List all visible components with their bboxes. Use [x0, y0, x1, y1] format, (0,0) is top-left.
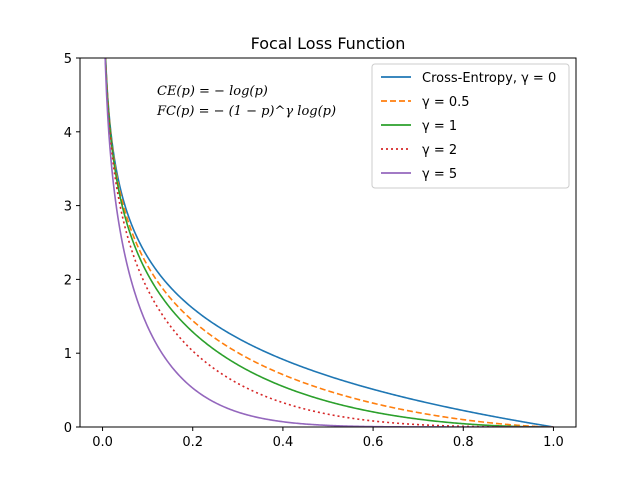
y-tick-label: 2: [64, 273, 72, 288]
annotation-ce: CE(p) = − log(p): [157, 84, 268, 99]
plot-area: CE(p) = − log(p) FC(p) = − (1 − p)^γ log…: [79, 57, 577, 428]
y-tick-label: 5: [64, 52, 72, 67]
y-tick-label: 0: [64, 421, 72, 436]
chart-title: Focal Loss Function: [251, 34, 406, 53]
annotations: CE(p) = − log(p) FC(p) = − (1 − p)^γ log…: [156, 84, 336, 119]
series-line-4: [104, 58, 554, 427]
legend-label-2: γ = 1: [422, 119, 457, 134]
legend-label-4: γ = 5: [422, 167, 457, 182]
series-line-1: [104, 58, 554, 427]
y-tick-label: 1: [64, 347, 72, 362]
x-tick-label: 1.0: [543, 435, 564, 450]
x-tick-label: 0.4: [273, 435, 294, 450]
series-line-2: [104, 58, 554, 427]
series-line-0: [104, 58, 554, 427]
legend-label-0: Cross-Entropy, γ = 0: [422, 71, 556, 86]
x-tick-label: 0.0: [92, 435, 113, 450]
x-tick-label: 0.6: [363, 435, 384, 450]
legend-box: [371, 63, 570, 189]
legend: Cross-Entropy, γ = 0 γ = 0.5 γ = 1 γ = 2 γ =…: [371, 63, 570, 189]
y-axis: 0 1 2 3 4 5: [64, 52, 80, 436]
annotation-fc: FC(p) = − (1 − p)^γ log(p): [156, 104, 336, 119]
x-tick-label: 0.2: [182, 435, 203, 450]
legend-label-1: γ = 0.5: [422, 95, 470, 110]
plot-frame: [79, 57, 577, 428]
legend-label-3: γ = 2: [422, 143, 457, 158]
y-tick-label: 4: [64, 126, 72, 141]
x-axis: 0.0 0.2 0.4 0.6 0.8 1.0: [92, 427, 564, 450]
x-tick-label: 0.8: [453, 435, 474, 450]
y-tick-label: 3: [64, 200, 72, 215]
